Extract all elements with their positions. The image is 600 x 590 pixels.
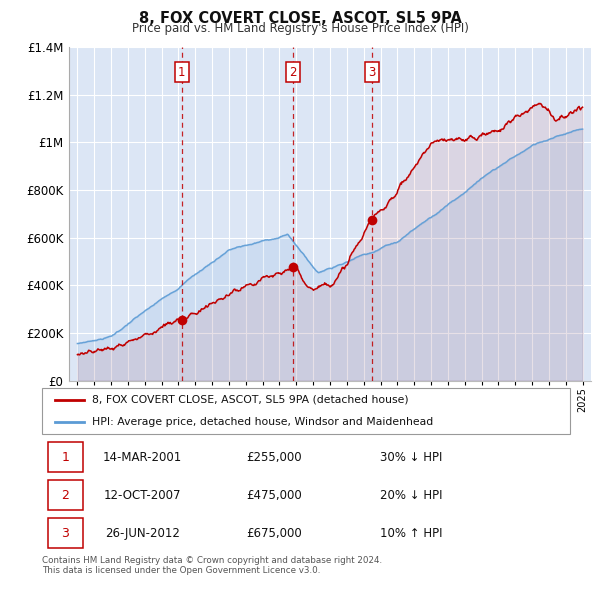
Text: 20% ↓ HPI: 20% ↓ HPI [380,489,443,502]
FancyBboxPatch shape [42,388,570,434]
Text: Price paid vs. HM Land Registry's House Price Index (HPI): Price paid vs. HM Land Registry's House … [131,22,469,35]
Text: 26-JUN-2012: 26-JUN-2012 [105,527,180,540]
Text: 1: 1 [62,451,70,464]
Text: 2: 2 [289,65,296,78]
Text: 2: 2 [62,489,70,502]
Text: 14-MAR-2001: 14-MAR-2001 [103,451,182,464]
Text: £255,000: £255,000 [247,451,302,464]
Text: HPI: Average price, detached house, Windsor and Maidenhead: HPI: Average price, detached house, Wind… [92,417,433,427]
FancyBboxPatch shape [49,442,83,472]
Text: £475,000: £475,000 [247,489,302,502]
Text: 1: 1 [178,65,185,78]
Text: 3: 3 [62,527,70,540]
Text: 8, FOX COVERT CLOSE, ASCOT, SL5 9PA: 8, FOX COVERT CLOSE, ASCOT, SL5 9PA [139,11,461,25]
Text: This data is licensed under the Open Government Licence v3.0.: This data is licensed under the Open Gov… [42,566,320,575]
Text: Contains HM Land Registry data © Crown copyright and database right 2024.: Contains HM Land Registry data © Crown c… [42,556,382,565]
Text: 3: 3 [368,65,376,78]
FancyBboxPatch shape [49,518,83,548]
Text: 12-OCT-2007: 12-OCT-2007 [104,489,181,502]
Text: 10% ↑ HPI: 10% ↑ HPI [380,527,443,540]
Text: 8, FOX COVERT CLOSE, ASCOT, SL5 9PA (detached house): 8, FOX COVERT CLOSE, ASCOT, SL5 9PA (det… [92,395,409,405]
Text: 30% ↓ HPI: 30% ↓ HPI [380,451,443,464]
FancyBboxPatch shape [49,480,83,510]
Text: £675,000: £675,000 [247,527,302,540]
